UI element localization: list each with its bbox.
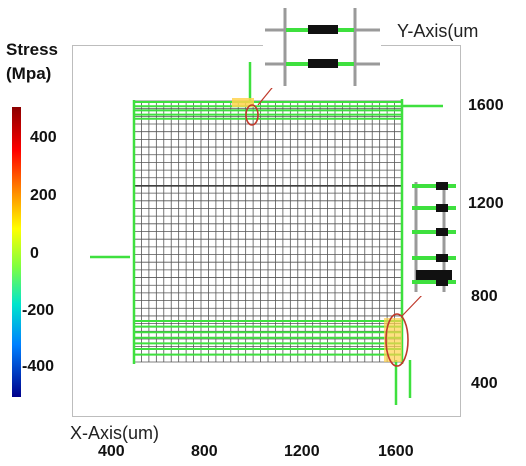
inset-right-black-block (416, 270, 452, 280)
x-tick-1600: 1600 (378, 443, 414, 460)
colorbar-tick-0: 0 (30, 245, 39, 262)
inset-right-black-block (436, 228, 448, 236)
x-tick-1200: 1200 (284, 443, 320, 460)
stress-colorbar (12, 107, 21, 397)
highlight-circle-bottom (385, 313, 409, 367)
y-tick-800: 800 (471, 288, 498, 305)
inset-right-black-block (436, 182, 448, 190)
colorbar-tick-200: 200 (30, 187, 57, 204)
hotspot-bottom-right (384, 318, 402, 362)
annotations (232, 6, 458, 367)
colorbar-tick-400: 400 (30, 129, 57, 146)
x-axis-title: X-Axis(um) (70, 423, 159, 443)
inset-top-background (263, 6, 381, 88)
inset-top-black-block (308, 25, 338, 34)
inset-right-black-block (436, 204, 448, 212)
highlight-circle-top (245, 104, 259, 126)
inset-right-black-block (436, 278, 448, 286)
stressed-lines (90, 62, 443, 405)
y-tick-1600: 1600 (468, 97, 504, 114)
inset-right (410, 180, 458, 296)
y-tick-400: 400 (471, 375, 498, 392)
x-tick-400: 400 (98, 443, 125, 460)
inset-top-black-block (308, 59, 338, 68)
inset-right-black-block (436, 254, 448, 262)
mesh-grid (133, 100, 403, 363)
x-tick-800: 800 (191, 443, 218, 460)
colorbar-title-line1: Stress (6, 40, 58, 59)
colorbar-title-line2: (Mpa) (6, 64, 52, 83)
colorbar-tick-minus-200: -200 (22, 302, 55, 319)
hotspot-top (232, 98, 254, 107)
y-tick-1200: 1200 (468, 195, 504, 212)
inset-top (263, 6, 381, 88)
colorbar-tick-minus-400: -400 (22, 358, 55, 375)
y-axis-title: Y-Axis(um (397, 21, 479, 41)
